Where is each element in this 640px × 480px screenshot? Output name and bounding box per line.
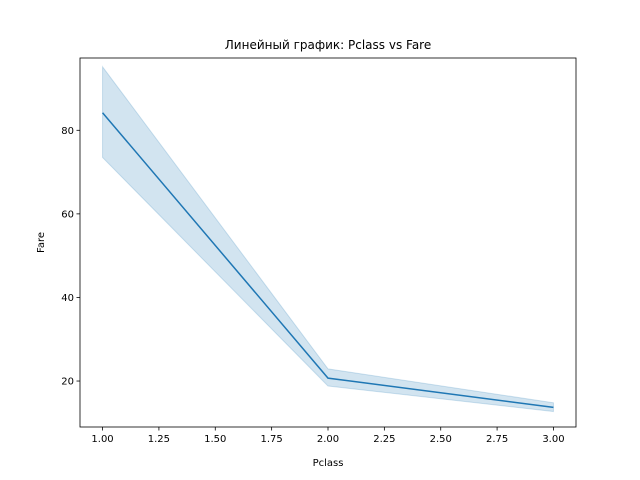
x-tick-label: 1.00	[91, 434, 113, 445]
y-axis: 20 40 60 80	[61, 126, 80, 388]
chart-title: Линейный график: Pclass vs Fare	[225, 38, 431, 52]
y-tick-label: 20	[61, 377, 74, 388]
x-tick-label: 2.75	[486, 434, 508, 445]
series-line-0	[101, 112, 554, 409]
x-tick-label: 2.50	[430, 434, 452, 445]
x-axis: 1.00 1.25 1.50 1.75 2.00 2.25 2.50 2.75 3.00	[91, 427, 565, 445]
x-tick-label: 1.25	[148, 434, 170, 445]
x-tick-label: 1.50	[204, 434, 226, 445]
y-tick-label: 80	[61, 126, 74, 137]
series-line-layer	[101, 112, 554, 409]
x-tick-label: 2.00	[317, 434, 339, 445]
y-tick-label: 60	[61, 209, 74, 220]
x-tick-label: 3.00	[542, 434, 564, 445]
x-tick-label: 2.25	[373, 434, 395, 445]
x-axis-label: Pclass	[313, 458, 344, 469]
x-tick-label: 1.75	[261, 434, 283, 445]
y-tick-label: 40	[61, 293, 74, 304]
y-axis-label: Fare	[36, 232, 47, 253]
ci-band-0	[102, 65, 554, 413]
ci-band-layer	[102, 65, 554, 413]
